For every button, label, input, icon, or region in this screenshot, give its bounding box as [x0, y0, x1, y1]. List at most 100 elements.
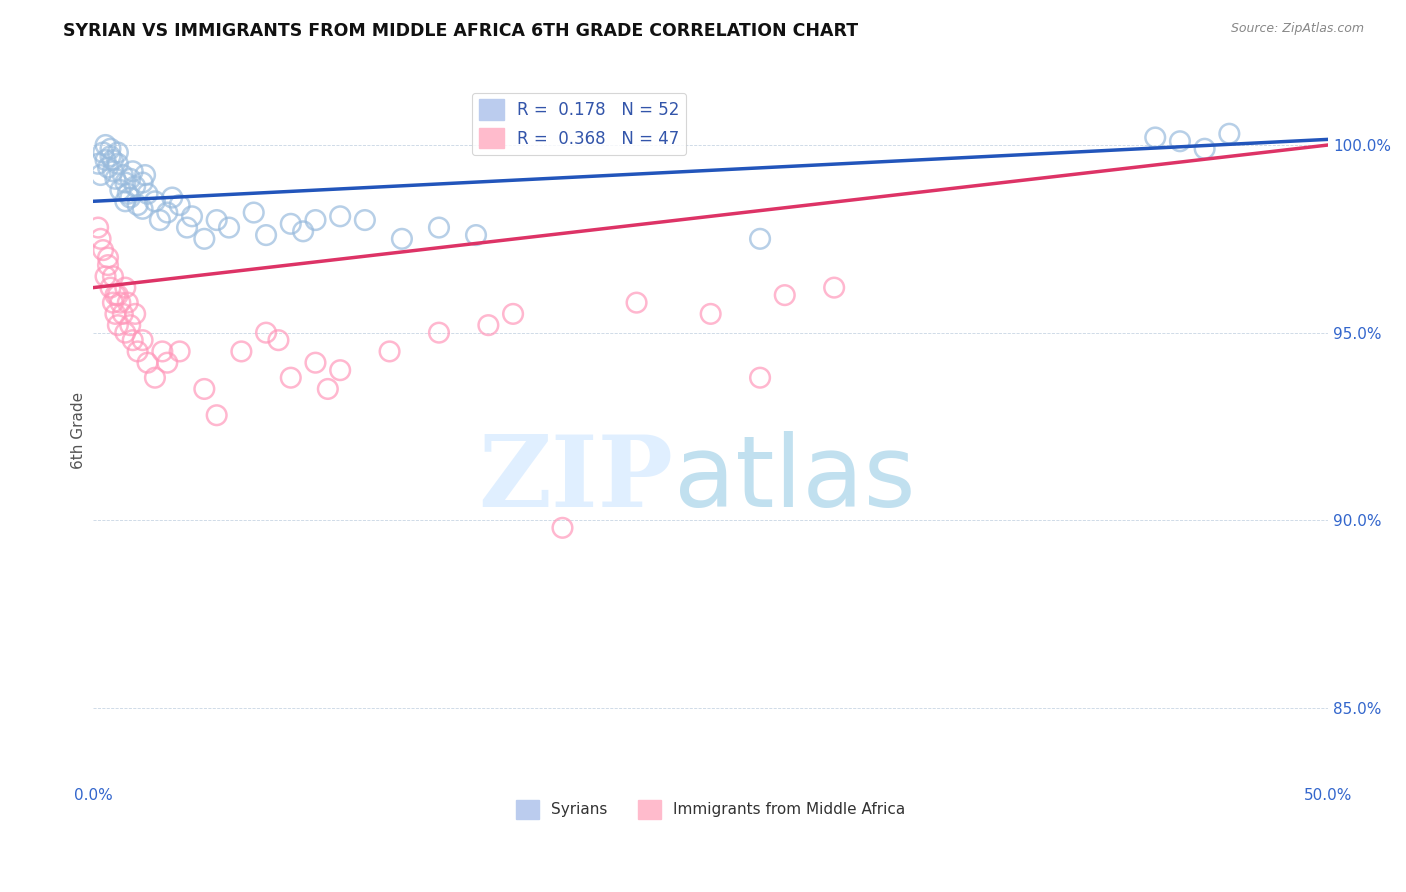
Point [94, 138, 117, 153]
Point [551, 521, 574, 535]
Point [110, 183, 132, 197]
Point [100, 142, 122, 156]
Point [391, 232, 413, 246]
Point [626, 295, 648, 310]
Point [97, 161, 120, 175]
Point [101, 269, 124, 284]
Point [104, 171, 127, 186]
Point [304, 356, 326, 370]
Point [773, 288, 796, 302]
Point [94, 269, 117, 284]
Point [97, 258, 120, 272]
Point [120, 190, 142, 204]
Point [87, 220, 110, 235]
Point [143, 370, 166, 384]
Text: SYRIAN VS IMMIGRANTS FROM MIDDLE AFRICA 6TH GRADE CORRELATION CHART: SYRIAN VS IMMIGRANTS FROM MIDDLE AFRICA … [63, 22, 859, 40]
Point [254, 228, 277, 243]
Point [111, 307, 134, 321]
Point [134, 168, 156, 182]
Point [254, 326, 277, 340]
Point [100, 280, 122, 294]
Point [94, 153, 117, 167]
Point [292, 224, 315, 238]
Point [91, 145, 114, 160]
Point [107, 145, 129, 160]
Point [114, 280, 136, 294]
Point [107, 318, 129, 333]
Text: Source: ZipAtlas.com: Source: ZipAtlas.com [1230, 22, 1364, 36]
Point [1218, 127, 1240, 141]
Point [101, 295, 124, 310]
Point [156, 205, 179, 219]
Point [193, 382, 215, 396]
Point [107, 157, 129, 171]
Text: atlas: atlas [673, 431, 915, 528]
Point [136, 356, 159, 370]
Point [1168, 134, 1191, 148]
Point [181, 209, 204, 223]
Point [231, 344, 253, 359]
Point [124, 179, 146, 194]
Point [131, 176, 153, 190]
Point [176, 220, 198, 235]
Point [90, 232, 112, 246]
Point [114, 194, 136, 209]
Point [280, 217, 302, 231]
Point [354, 213, 377, 227]
Point [90, 168, 112, 182]
Point [378, 344, 401, 359]
Point [169, 198, 191, 212]
Point [104, 307, 127, 321]
Point [107, 288, 129, 302]
Point [749, 370, 772, 384]
Point [143, 194, 166, 209]
Point [117, 295, 139, 310]
Point [205, 213, 228, 227]
Point [120, 318, 142, 333]
Point [121, 333, 143, 347]
Point [97, 251, 120, 265]
Text: ZIP: ZIP [478, 431, 673, 528]
Point [127, 198, 149, 212]
Point [465, 228, 488, 243]
Point [329, 209, 352, 223]
Legend: Syrians, Immigrants from Middle Africa: Syrians, Immigrants from Middle Africa [510, 794, 911, 825]
Point [117, 186, 139, 201]
Point [136, 186, 159, 201]
Point [114, 326, 136, 340]
Point [1194, 142, 1216, 156]
Point [749, 232, 772, 246]
Point [111, 168, 134, 182]
Point [218, 220, 240, 235]
Point [280, 370, 302, 384]
Point [150, 344, 173, 359]
Point [101, 164, 124, 178]
Point [427, 220, 450, 235]
Point [149, 213, 172, 227]
Point [121, 164, 143, 178]
Point [156, 356, 179, 370]
Point [205, 409, 228, 423]
Point [131, 333, 153, 347]
Point [127, 344, 149, 359]
Point [101, 153, 124, 167]
Point [131, 202, 153, 216]
Point [120, 171, 142, 186]
Point [699, 307, 721, 321]
Point [1144, 130, 1167, 145]
Point [100, 149, 122, 163]
Point [267, 333, 290, 347]
Point [242, 205, 264, 219]
Point [87, 157, 110, 171]
Point [114, 176, 136, 190]
Point [124, 307, 146, 321]
Point [502, 307, 524, 321]
Point [823, 280, 845, 294]
Point [110, 295, 132, 310]
Y-axis label: 6th Grade: 6th Grade [72, 392, 86, 469]
Point [304, 213, 326, 227]
Point [91, 243, 114, 257]
Point [160, 190, 183, 204]
Point [193, 232, 215, 246]
Point [104, 288, 127, 302]
